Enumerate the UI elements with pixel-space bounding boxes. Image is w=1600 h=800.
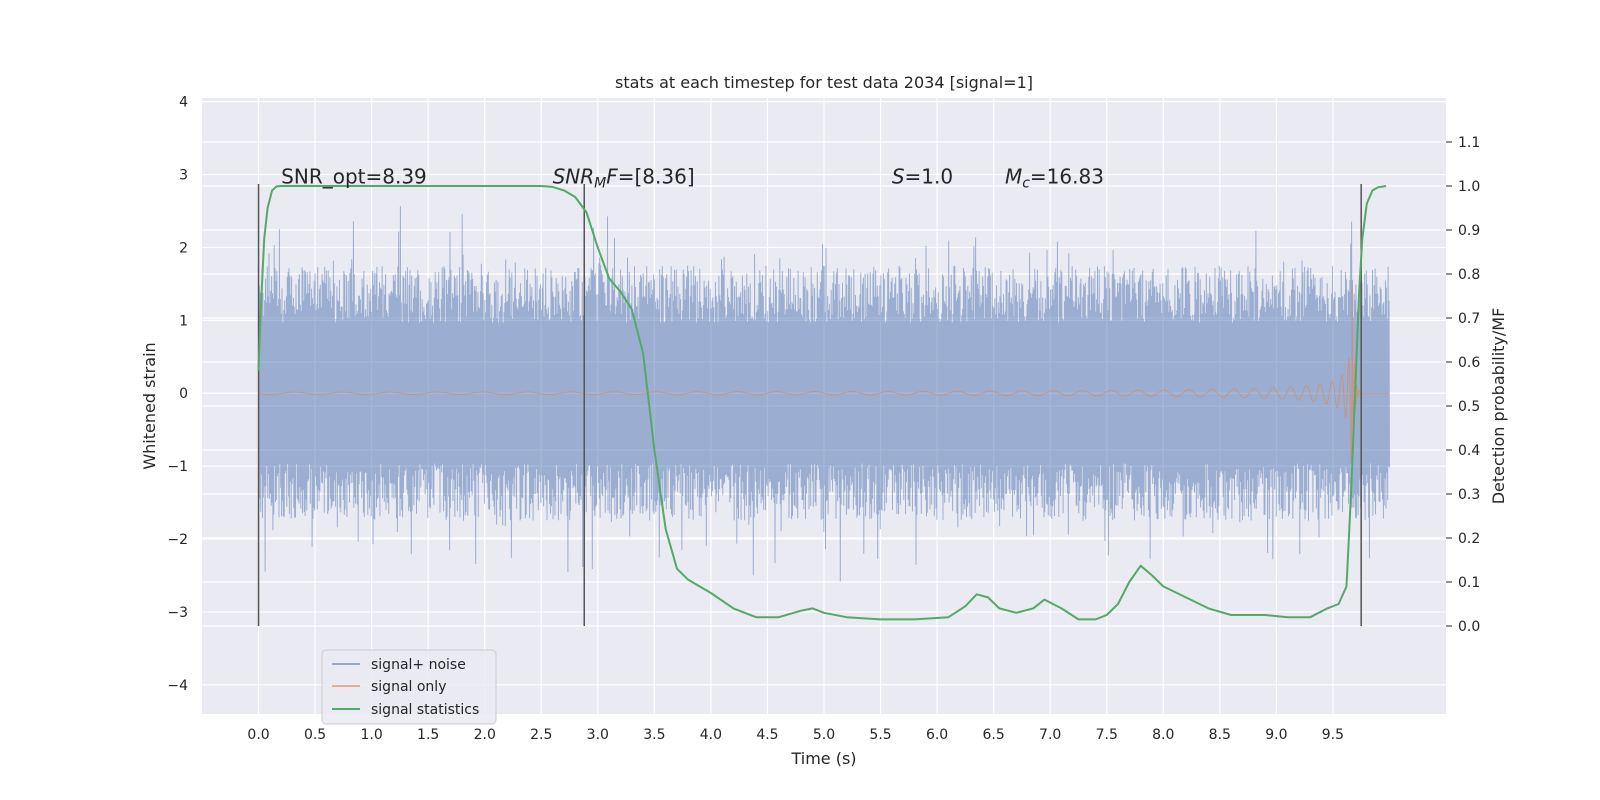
legend-label-signal-only: signal only bbox=[371, 679, 446, 695]
x-tick-label-14: 7.0 bbox=[1039, 727, 1061, 743]
legend-label-signal-statistics: signal statistics bbox=[371, 702, 479, 718]
y2-tick-label-10: 0.1 bbox=[1458, 575, 1480, 591]
y2-tick-label-11: 0.0 bbox=[1458, 619, 1480, 635]
x-tick-label-15: 7.5 bbox=[1096, 727, 1118, 743]
x-tick-label-18: 9.0 bbox=[1265, 727, 1287, 743]
annotation-snr-mf: SNRMF=[8.36] bbox=[553, 165, 695, 192]
legend-box bbox=[321, 649, 497, 725]
statistics-trace bbox=[257, 185, 1387, 621]
y2-tick-label-0: 1.1 bbox=[1458, 135, 1480, 151]
y2-tick-label-6: 0.5 bbox=[1458, 399, 1480, 415]
x-tick-label-2: 1.0 bbox=[361, 727, 383, 743]
y2-tick-label-5: 0.6 bbox=[1458, 355, 1480, 371]
annotations: SNR_opt=8.39 SNRMF=[8.36] S=1.0 Mc=16.83 bbox=[281, 165, 1104, 192]
y-tick-label-1: 3 bbox=[179, 168, 188, 184]
x-tick-label-1: 0.5 bbox=[304, 727, 326, 743]
y-tick-label-0: 4 bbox=[179, 95, 188, 111]
x-tick-label-17: 8.5 bbox=[1209, 727, 1231, 743]
y-tick-label-4: 0 bbox=[179, 386, 188, 402]
y-axis-label: Whitened strain bbox=[140, 342, 159, 469]
y2-axis-label: Detection probability/MF bbox=[1489, 308, 1508, 505]
y-tick-label-8: −4 bbox=[167, 678, 188, 694]
annotation-snr-opt: SNR_opt=8.39 bbox=[281, 165, 427, 189]
y-axis-ticks: 4 3 2 1 0 −1 −2 −3 −4 bbox=[167, 95, 188, 694]
x-tick-label-0: 0.0 bbox=[247, 727, 269, 743]
y2-tick-label-2: 0.9 bbox=[1458, 223, 1480, 239]
legend: signal+ noise signal only signal statist… bbox=[321, 649, 497, 725]
y-tick-label-7: −3 bbox=[167, 605, 188, 621]
y2-tick-label-8: 0.3 bbox=[1458, 487, 1480, 503]
signal-trace bbox=[258, 285, 1390, 465]
x-tick-label-8: 4.0 bbox=[700, 727, 722, 743]
x-tick-label-3: 1.5 bbox=[417, 727, 439, 743]
x-axis-ticks: 0.0 0.5 1.0 1.5 2.0 2.5 3.0 3.5 4.0 4.5 5.0 5.5 6.0 6… bbox=[247, 727, 1344, 743]
annotation-mc-value: Mc=16.83 bbox=[1005, 165, 1104, 192]
x-tick-label-19: 9.5 bbox=[1322, 727, 1344, 743]
y-tick-label-3: 1 bbox=[179, 313, 188, 329]
x-axis-label: Time (s) bbox=[790, 749, 856, 768]
y2-axis-ticks: 1.1 1.0 0.9 0.8 0.7 0.6 0.5 0.4 0.3 0.2 0.1 0.0 bbox=[1446, 135, 1480, 635]
y2-tick-label-1: 1.0 bbox=[1458, 179, 1480, 195]
y-tick-label-6: −2 bbox=[167, 532, 188, 548]
x-tick-label-6: 3.0 bbox=[587, 727, 609, 743]
annotation-s-value: S=1.0 bbox=[892, 165, 953, 189]
y2-tick-label-4: 0.7 bbox=[1458, 311, 1480, 327]
y-tick-label-2: 2 bbox=[179, 240, 188, 256]
x-tick-label-10: 5.0 bbox=[813, 727, 835, 743]
y-tick-label-5: −1 bbox=[167, 459, 188, 475]
x-tick-label-16: 8.0 bbox=[1152, 727, 1174, 743]
x-tick-label-12: 6.0 bbox=[926, 727, 948, 743]
y2-tick-label-3: 0.8 bbox=[1458, 267, 1480, 283]
noise-trace bbox=[258, 206, 1390, 582]
series-signal-only bbox=[258, 285, 1390, 465]
chart-title: stats at each timestep for test data 203… bbox=[615, 73, 1033, 92]
x-tick-label-9: 4.5 bbox=[756, 727, 778, 743]
series-signal-noise bbox=[258, 206, 1390, 582]
x-tick-label-7: 3.5 bbox=[643, 727, 665, 743]
x-tick-label-5: 2.5 bbox=[530, 727, 552, 743]
y2-tick-label-9: 0.2 bbox=[1458, 531, 1480, 547]
legend-label-signal-noise: signal+ noise bbox=[371, 657, 466, 673]
x-tick-label-4: 2.0 bbox=[474, 727, 496, 743]
series-signal-statistics bbox=[257, 185, 1387, 621]
y2-tick-label-7: 0.4 bbox=[1458, 443, 1480, 459]
x-tick-label-13: 6.5 bbox=[983, 727, 1005, 743]
x-tick-label-11: 5.5 bbox=[869, 727, 891, 743]
